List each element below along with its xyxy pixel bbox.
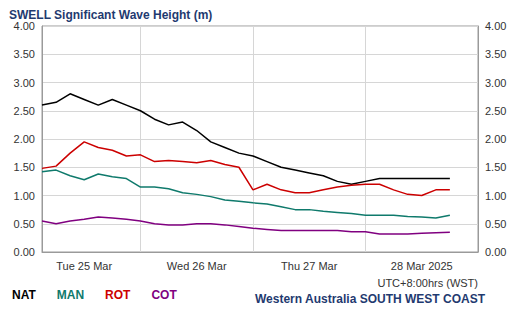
svg-text:0.00: 0.00 [14, 246, 35, 258]
svg-text:1.50: 1.50 [14, 161, 35, 173]
svg-text:MAN: MAN [57, 288, 84, 302]
svg-text:4.00: 4.00 [485, 20, 506, 32]
svg-text:3.50: 3.50 [14, 48, 35, 60]
svg-text:1.00: 1.00 [14, 190, 35, 202]
svg-text:1.50: 1.50 [485, 161, 506, 173]
svg-text:SWELL Significant Wave Height: SWELL Significant Wave Height (m) [9, 8, 212, 22]
svg-text:UTC+8:00hrs (WST): UTC+8:00hrs (WST) [377, 277, 478, 289]
svg-text:NAT: NAT [12, 288, 36, 302]
svg-text:Tue 25 Mar: Tue 25 Mar [56, 260, 112, 272]
svg-text:4.00: 4.00 [13, 20, 35, 32]
svg-text:2.50: 2.50 [14, 105, 35, 117]
svg-text:3.50: 3.50 [485, 48, 506, 60]
svg-text:1.00: 1.00 [485, 190, 506, 202]
svg-text:COT: COT [151, 288, 177, 302]
svg-text:3.00: 3.00 [485, 77, 506, 89]
svg-text:Wed 26 Mar: Wed 26 Mar [167, 260, 227, 272]
svg-text:28 Mar 2025: 28 Mar 2025 [391, 260, 453, 272]
svg-text:2.50: 2.50 [485, 105, 506, 117]
svg-text:ROT: ROT [105, 288, 131, 302]
svg-text:0.50: 0.50 [14, 218, 35, 230]
svg-text:0.00: 0.00 [485, 246, 506, 258]
svg-text:2.00: 2.00 [485, 133, 506, 145]
svg-text:2.00: 2.00 [14, 133, 35, 145]
svg-text:Thu 27 Mar: Thu 27 Mar [281, 260, 338, 272]
svg-text:3.00: 3.00 [14, 77, 35, 89]
svg-text:0.50: 0.50 [485, 218, 506, 230]
svg-text:Western Australia SOUTH WEST C: Western Australia SOUTH WEST COAST [255, 292, 486, 306]
